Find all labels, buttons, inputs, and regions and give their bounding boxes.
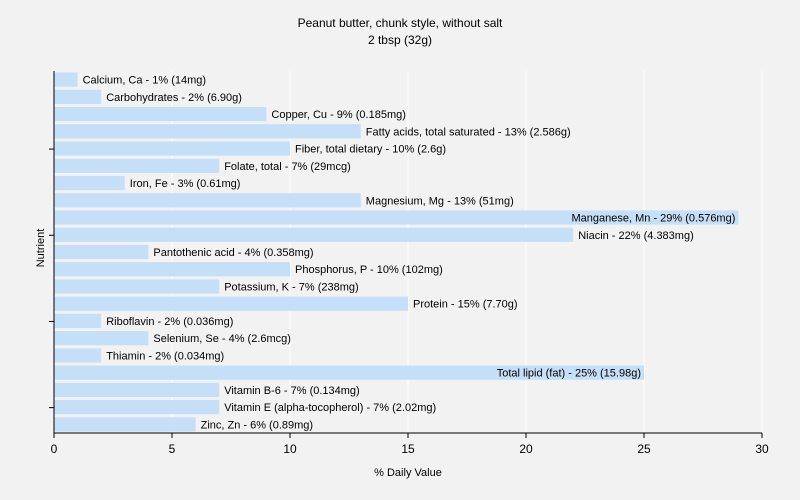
bar[interactable] <box>54 331 149 346</box>
x-tick-label: 0 <box>51 442 58 456</box>
bar-label: Thiamin - 2% (0.034mg) <box>106 350 224 362</box>
bar-label: Fiber, total dietary - 10% (2.6g) <box>295 144 446 156</box>
bar-label: Magnesium, Mg - 13% (51mg) <box>366 195 514 207</box>
bar-label: Selenium, Se - 4% (2.6mcg) <box>153 333 291 345</box>
bar-label: Niacin - 22% (4.383mg) <box>578 230 694 242</box>
bar-label: Pantothenic acid - 4% (0.358mg) <box>153 247 313 259</box>
x-tick-label: 5 <box>169 442 176 456</box>
bar-label: Manganese, Mn - 29% (0.576mg) <box>572 213 736 225</box>
x-tick-label: 10 <box>283 442 297 456</box>
bar-label: Carbohydrates - 2% (6.90g) <box>106 92 242 104</box>
bar[interactable] <box>54 72 78 87</box>
chart-title: Peanut butter, chunk style, without salt <box>297 16 503 30</box>
bar-label: Vitamin E (alpha-tocopherol) - 7% (2.02m… <box>224 402 436 414</box>
bar-label: Vitamin B-6 - 7% (0.134mg) <box>224 385 360 397</box>
bar-label: Iron, Fe - 3% (0.61mg) <box>130 178 241 190</box>
bar[interactable] <box>54 382 220 398</box>
bar[interactable] <box>54 193 361 208</box>
bar-label: Total lipid (fat) - 25% (15.98g) <box>497 368 641 380</box>
x-tick-label: 20 <box>519 442 533 456</box>
bar-label: Fatty acids, total saturated - 13% (2.58… <box>366 126 571 138</box>
bar[interactable] <box>54 227 574 242</box>
bar-label: Protein - 15% (7.70g) <box>413 299 518 311</box>
bar[interactable] <box>54 417 196 432</box>
bar[interactable] <box>54 400 220 415</box>
bar[interactable] <box>54 141 290 156</box>
bar[interactable] <box>54 158 220 173</box>
bar[interactable] <box>54 313 102 329</box>
bar[interactable] <box>54 365 644 380</box>
bar[interactable] <box>54 210 739 225</box>
bar[interactable] <box>54 106 267 122</box>
x-tick-label: 15 <box>401 442 415 456</box>
bar-label: Phosphorus, P - 10% (102mg) <box>295 264 443 276</box>
bar-label: Potassium, K - 7% (238mg) <box>224 281 359 293</box>
y-axis-label: Nutrient <box>35 229 47 268</box>
bar[interactable] <box>54 279 220 294</box>
chart-subtitle: 2 tbsp (32g) <box>367 33 433 47</box>
bar[interactable] <box>54 262 290 277</box>
bar-label: Folate, total - 7% (29mcg) <box>224 161 351 173</box>
x-tick-label: 25 <box>637 442 651 456</box>
bar-label: Copper, Cu - 9% (0.185mg) <box>271 109 406 121</box>
bar[interactable] <box>54 124 361 139</box>
bar-label: Riboflavin - 2% (0.036mg) <box>106 316 233 328</box>
x-axis-label: % Daily Value <box>374 467 442 479</box>
bar-label: Calcium, Ca - 1% (14mg) <box>83 75 206 87</box>
x-tick-label: 30 <box>755 442 769 456</box>
bar[interactable] <box>54 244 149 260</box>
bar-label: Zinc, Zn - 6% (0.89mg) <box>201 419 313 431</box>
bar[interactable] <box>54 89 102 104</box>
bar[interactable] <box>54 175 125 191</box>
bar[interactable] <box>54 348 102 363</box>
bar[interactable] <box>54 296 408 311</box>
